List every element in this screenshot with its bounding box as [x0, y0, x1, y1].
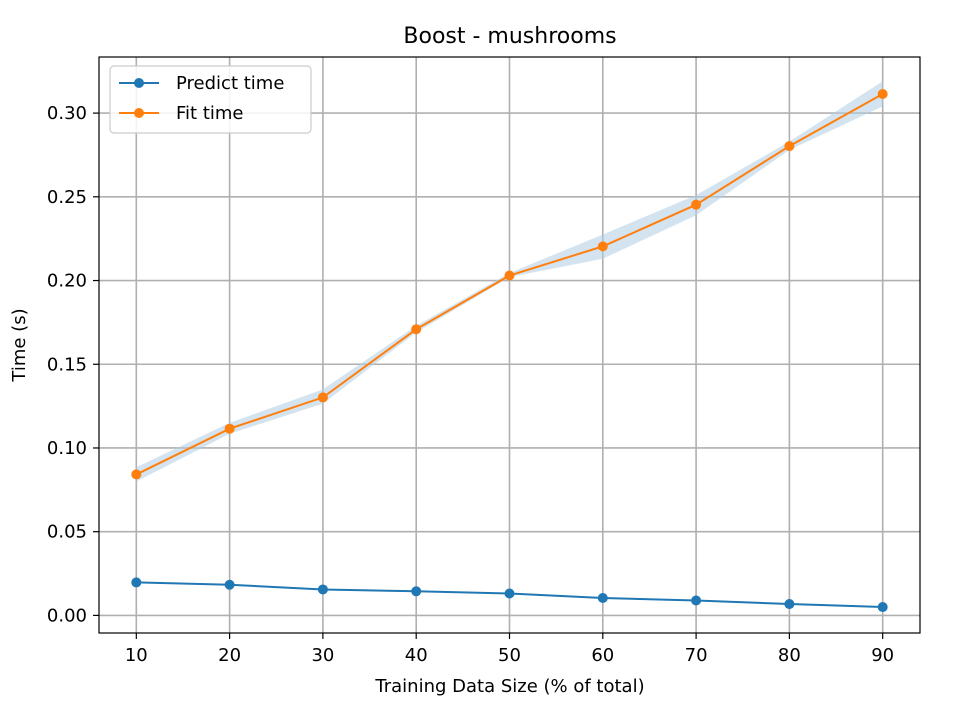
chart-title: Boost - mushrooms [403, 24, 616, 49]
axes: 10 20 30 40 50 60 70 80 90 0.00 0.05 0.10 0.15 0.20 0.… [47, 56, 921, 666]
point-predict-time [411, 586, 422, 597]
point-fit-time [131, 469, 142, 480]
legend-label-fit-time: Fit time [176, 103, 244, 124]
x-tick-label: 80 [778, 645, 801, 666]
point-predict-time [224, 579, 235, 590]
y-tick-label: 0.25 [47, 187, 87, 208]
x-tick-label: 90 [871, 645, 894, 666]
y-tick-label: 0.00 [47, 605, 87, 626]
legend-marker-fit-time [134, 108, 144, 118]
x-tick-label: 70 [685, 645, 708, 666]
series-lines [131, 89, 888, 613]
x-axis-label: Training Data Size (% of total) [374, 676, 644, 697]
legend: Predict time Fit time [109, 65, 312, 134]
x-tick-label: 60 [591, 645, 614, 666]
point-fit-time [411, 324, 422, 335]
point-fit-time [597, 241, 608, 252]
point-fit-time [504, 270, 515, 281]
band-fit-time [136, 81, 883, 482]
point-fit-time [317, 392, 328, 403]
point-fit-time [784, 141, 795, 152]
point-predict-time [784, 599, 795, 610]
point-predict-time [597, 593, 608, 604]
point-predict-time [877, 602, 888, 613]
y-tick-label: 0.10 [47, 438, 87, 459]
point-fit-time [877, 89, 888, 100]
y-tick-label: 0.20 [47, 271, 87, 292]
x-tick-label: 10 [125, 645, 148, 666]
point-fit-time [691, 199, 702, 210]
point-fit-time [224, 423, 235, 434]
point-predict-time [691, 595, 702, 606]
x-tick-label: 30 [311, 645, 334, 666]
point-predict-time [131, 577, 142, 588]
y-tick-label: 0.30 [47, 103, 87, 124]
grid-lines [99, 57, 920, 633]
y-tick-label: 0.05 [47, 522, 87, 543]
legend-box [109, 65, 312, 134]
x-tick-label: 40 [405, 645, 428, 666]
x-tick-label: 50 [498, 645, 521, 666]
point-predict-time [504, 588, 515, 599]
legend-label-predict-time: Predict time [176, 73, 284, 94]
point-predict-time [317, 584, 328, 595]
y-tick-label: 0.15 [47, 354, 87, 375]
y-axis-label: Time (s) [9, 308, 30, 382]
legend-marker-predict-time [134, 78, 144, 88]
x-tick-label: 20 [218, 645, 241, 666]
